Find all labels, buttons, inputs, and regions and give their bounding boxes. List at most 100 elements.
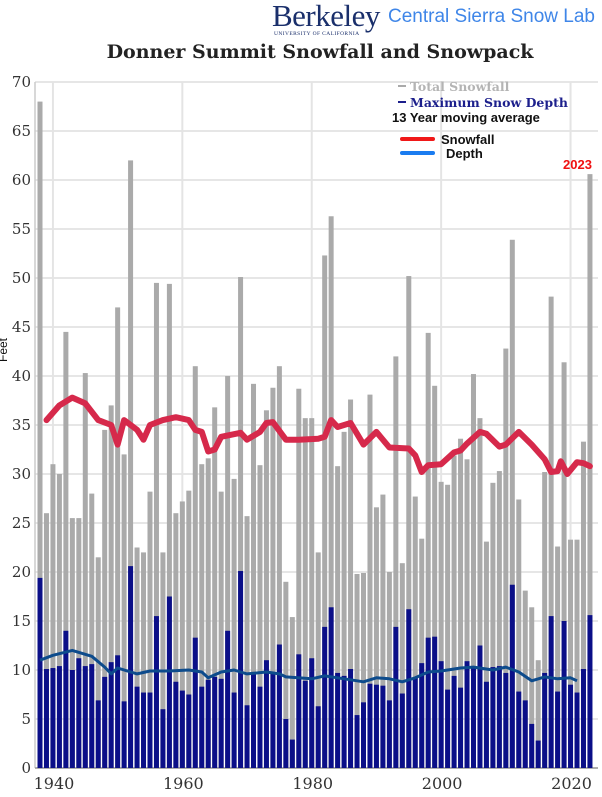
snowfall-bar	[296, 388, 302, 768]
snowfall-bar	[231, 478, 237, 768]
snowfall-bar	[451, 455, 457, 768]
x-tick-label: 1940	[34, 774, 75, 793]
x-tick-label: 1980	[292, 774, 333, 793]
legend-label-max-depth: Maximum Snow Depth	[410, 94, 568, 110]
snowfall-bar	[412, 496, 418, 768]
snowfall-bar	[115, 307, 121, 768]
snowfall-bar	[302, 418, 308, 768]
depth-bar	[238, 571, 244, 768]
depth-bar	[82, 666, 88, 768]
y-tick-label: 20	[12, 563, 31, 581]
snowfall-bar	[205, 458, 211, 768]
snowfall-bar	[102, 429, 108, 768]
snowfall-bar	[438, 481, 444, 768]
depth-bar	[393, 626, 399, 768]
legend-label-avg-depth: Depth	[446, 145, 483, 161]
depth-bar	[50, 668, 56, 768]
snowfall-bar	[393, 356, 399, 768]
legend-swatch-depth	[398, 101, 406, 103]
legend-item-avg-depth: Depth	[400, 145, 494, 161]
depth-bar	[63, 630, 69, 768]
snowfall-bar	[477, 418, 483, 768]
depth-bar	[341, 675, 347, 768]
legend-label-avg-snowfall: Snowfall	[441, 131, 495, 147]
snowfall-bar	[289, 617, 295, 768]
snowfall-bar	[76, 518, 82, 768]
depth-bar	[225, 630, 231, 768]
depth-bar	[509, 584, 515, 768]
depth-bar	[361, 702, 366, 768]
depth-bar	[95, 700, 101, 768]
depth-bar	[147, 692, 153, 768]
depth-bar	[108, 662, 114, 768]
depth-bar	[128, 566, 134, 768]
y-tick-label: 45	[12, 318, 31, 336]
legend-swatch-snowfall	[398, 85, 406, 87]
y-tick-label: 35	[12, 416, 31, 434]
depth-bar	[134, 686, 140, 768]
depth-bar	[153, 616, 159, 768]
depth-bar	[141, 692, 147, 768]
snowfall-bar	[108, 405, 114, 768]
snowfall-bar	[128, 160, 134, 768]
snowfall-bar	[483, 541, 489, 768]
snowfall-bar	[225, 376, 231, 768]
depth-bar	[516, 691, 522, 768]
depth-bar	[179, 690, 185, 768]
legend-swatch-avg-depth	[400, 151, 435, 155]
snowfall-bar	[587, 174, 593, 768]
depth-bar	[490, 667, 496, 768]
snowfall-bar	[373, 507, 379, 768]
depth-bar	[257, 686, 263, 768]
snowfall-bar	[535, 660, 541, 768]
y-tick-label: 50	[12, 269, 31, 287]
snowfall-bar	[522, 590, 528, 768]
depth-bar	[522, 700, 528, 768]
depth-bar	[276, 644, 282, 768]
snowfall-bar	[179, 501, 185, 768]
snowfall-bar	[529, 607, 535, 768]
depth-bar	[380, 685, 386, 768]
y-tick-label: 10	[12, 661, 31, 679]
depth-bar	[445, 689, 451, 768]
depth-bar	[535, 740, 541, 768]
snowfall-bar	[309, 418, 315, 768]
snowfall-bar	[192, 366, 198, 768]
depth-bar	[406, 609, 412, 768]
snowfall-bar	[335, 466, 341, 768]
snowfall-bar	[542, 472, 548, 768]
depth-bar	[580, 669, 586, 768]
depth-bar	[205, 679, 211, 768]
snowfall-bar	[147, 491, 153, 768]
snowfall-bar	[276, 366, 282, 768]
depth-bars	[37, 566, 593, 768]
depth-bar	[43, 669, 49, 768]
snowfall-bar	[341, 431, 347, 768]
depth-bar	[354, 715, 360, 768]
depth-bar	[296, 654, 302, 768]
depth-bar	[251, 671, 257, 768]
snowfall-bar	[348, 399, 354, 768]
y-tick-label: 0	[21, 759, 31, 777]
depth-bar	[89, 664, 95, 768]
snowfall-bar	[56, 474, 62, 768]
snowfall-bar	[270, 387, 276, 768]
annotation-2023: 2023	[563, 157, 592, 172]
depth-bar	[69, 670, 75, 768]
snowfall-bar	[561, 362, 567, 768]
depth-bar	[231, 692, 237, 768]
x-tick-label: 2000	[422, 774, 463, 793]
snowfall-bar	[425, 332, 431, 768]
snowfall-bar	[160, 552, 166, 768]
snowfall-bar	[63, 331, 69, 768]
depth-bar	[483, 681, 489, 768]
snowfall-bar	[283, 581, 289, 768]
snowfall-bar	[580, 441, 586, 768]
snowfall-bar	[419, 538, 425, 768]
legend-item-total-snowfall: Total Snowfall	[398, 78, 568, 94]
depth-bar	[244, 705, 250, 768]
depth-bar	[192, 637, 198, 768]
x-tick-label: 2020	[551, 774, 592, 793]
depth-bar	[160, 709, 166, 768]
